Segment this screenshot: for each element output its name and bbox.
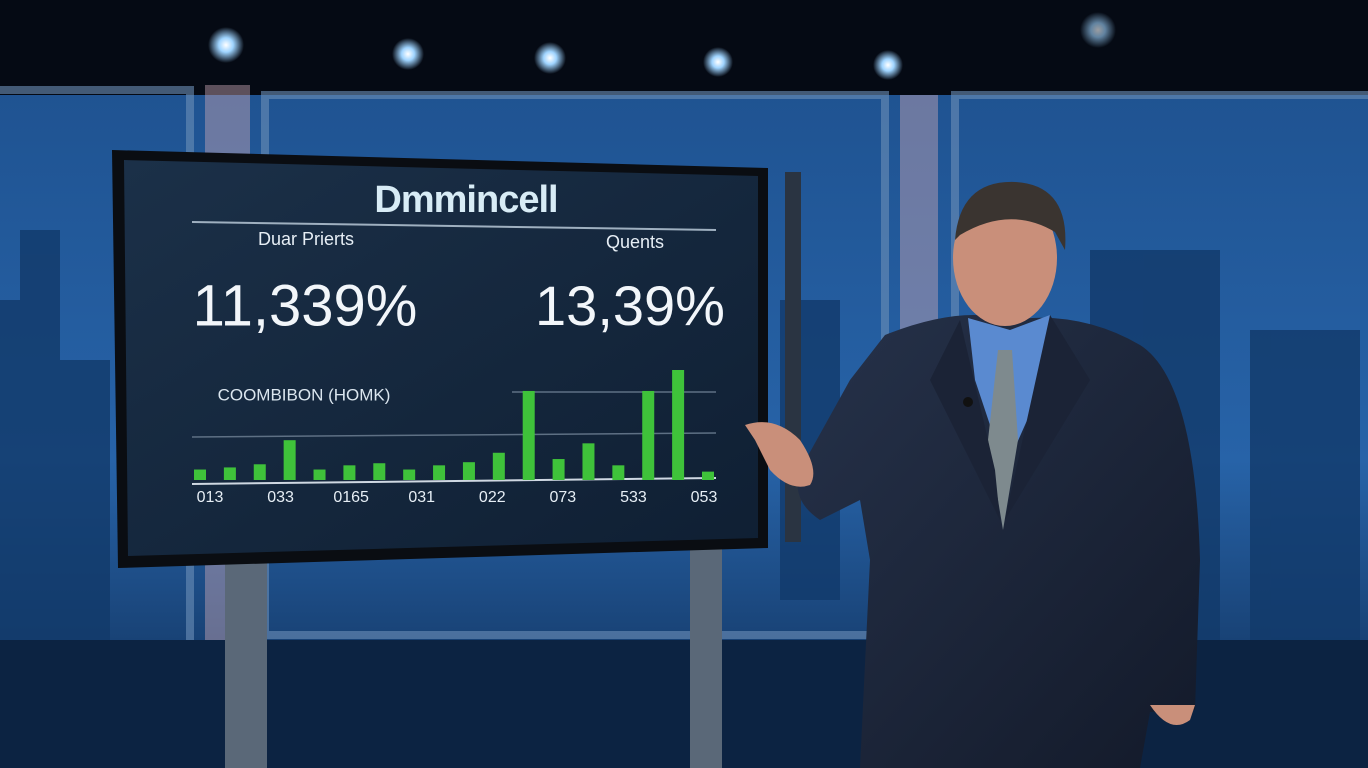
stand-leg (225, 560, 267, 768)
bar (552, 459, 565, 480)
chart-title: COOMBIBON (HOMK) (218, 385, 391, 404)
bar (343, 465, 356, 480)
studio-lights (208, 12, 1116, 80)
guide-line (191, 432, 717, 438)
bar (373, 463, 386, 480)
bar (283, 440, 296, 480)
bar (702, 471, 714, 480)
x-tick-label: 031 (408, 489, 435, 506)
bar (672, 370, 685, 480)
screen-content: Dmmincell Duar Prierts Quents 11,339% 13… (191, 179, 725, 506)
stand-leg (690, 545, 722, 768)
bar (642, 390, 655, 480)
left-value: 11,339% (193, 273, 418, 338)
bar (522, 390, 535, 480)
bar (462, 462, 475, 480)
ceiling (0, 0, 1368, 95)
bar (612, 465, 625, 480)
x-tick-label: 022 (479, 489, 506, 506)
x-tick-label: 533 (620, 489, 647, 506)
bar (403, 469, 416, 480)
x-tick-label: 0165 (333, 489, 369, 506)
monitor-screen (124, 160, 758, 556)
left-label: Duar Prierts (258, 229, 354, 249)
x-tick-label: 013 (197, 489, 224, 506)
baseline (191, 477, 717, 485)
bar (433, 465, 446, 480)
screen-title: Dmmincell (374, 179, 557, 221)
x-tick-label: 033 (267, 489, 294, 506)
bar (582, 443, 595, 480)
divider (191, 221, 717, 231)
bar (313, 469, 326, 480)
right-label: Quents (606, 232, 664, 252)
bar (492, 452, 505, 480)
bar (223, 467, 236, 480)
right-value: 13,39% (535, 274, 725, 337)
bar (194, 469, 206, 480)
x-tick-label: 053 (691, 489, 718, 506)
presenter (745, 181, 1200, 768)
x-tick-label: 073 (550, 489, 577, 506)
bar (253, 464, 266, 480)
